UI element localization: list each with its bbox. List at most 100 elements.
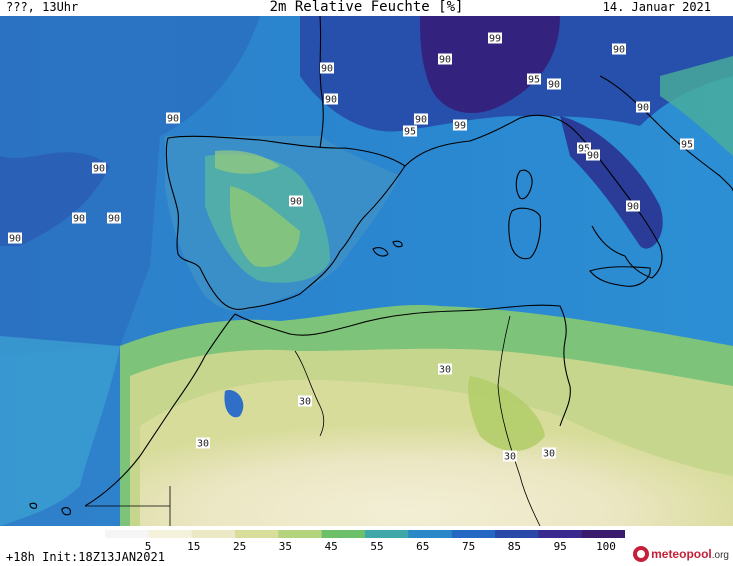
color-scale-segment (581, 530, 625, 538)
svg-text:90: 90 (627, 202, 639, 213)
contour-label-90: 90 (72, 212, 86, 225)
coastlines (29, 16, 733, 526)
color-scale-segment (408, 530, 453, 538)
tunisia-algeria-band (468, 376, 545, 451)
svg-text:90: 90 (548, 80, 560, 91)
contour-label-99: 99 (488, 32, 502, 45)
contour-label-90: 90 (92, 162, 106, 175)
color-scale-segment (148, 530, 193, 538)
color-scale-bar (105, 530, 625, 538)
contour-label-90: 90 (166, 112, 180, 125)
color-scale-tick-label: 100 (596, 540, 616, 553)
iberia-north-dry (215, 150, 280, 174)
contour-label-95: 95 (680, 138, 694, 151)
svg-text:30: 30 (197, 439, 209, 450)
init-time-label: +18h Init:18Z13JAN2021 (6, 550, 165, 564)
svg-text:95: 95 (404, 127, 416, 138)
color-scale-segment (235, 530, 279, 538)
color-scale-tick-label: 35 (278, 540, 293, 553)
svg-text:90: 90 (637, 103, 649, 114)
balkan-green-zone (660, 56, 733, 156)
svg-text:90: 90 (167, 114, 179, 125)
color-scale-segment (495, 530, 539, 538)
svg-text:90: 90 (290, 197, 302, 208)
legend-footer: 5 15 25 35 45 55 65 75 85 95 100 +18h Init:18Z13JA… (0, 526, 733, 566)
color-scale-tick-label: 85 (507, 540, 522, 553)
color-scale-segment (105, 530, 149, 538)
contour-label-90: 90 (626, 200, 640, 213)
meteopool-logo[interactable]: meteopool.org (633, 544, 729, 564)
color-scale-tick-label: 15 (187, 540, 201, 553)
svg-text:30: 30 (299, 397, 311, 408)
svg-text:90: 90 (9, 234, 21, 245)
color-scale-arrow-right (613, 530, 625, 538)
svg-text:90: 90 (93, 164, 105, 175)
svg-text:30: 30 (504, 452, 516, 463)
atlas-moist-spot (224, 390, 244, 418)
svg-text:90: 90 (415, 115, 427, 126)
svg-text:90: 90 (439, 55, 451, 66)
color-scale-segment (365, 530, 409, 538)
map-header: ???, 13Uhr 2m Relative Feuchte [%] 14. J… (0, 0, 733, 16)
color-scale-tick-label: 95 (553, 540, 567, 553)
contour-label-30: 30 (542, 447, 556, 460)
logo-suffix-text: .org (711, 550, 729, 561)
contour-label-90: 90 (547, 78, 561, 91)
color-scale-tick-label: 75 (461, 540, 476, 553)
svg-text:90: 90 (108, 214, 120, 225)
color-scale-tick-label: 5 (144, 540, 152, 553)
contour-label-30: 30 (503, 450, 517, 463)
color-scale-arrow-left (105, 530, 117, 538)
contour-label-30: 30 (298, 395, 312, 408)
contour-label-90: 90 (8, 232, 22, 245)
forecast-time-label: ???, 13Uhr (6, 0, 79, 14)
color-scale-labels: 5 15 25 35 45 55 65 75 85 95 100 (0, 540, 733, 554)
contour-label-90: 90 (612, 43, 626, 56)
contour-label-90: 90 (289, 195, 303, 208)
valid-date: 14. Januar 2021 (602, 0, 711, 14)
meteopool-logo-icon (633, 546, 650, 562)
color-scale-tick-label: 25 (232, 540, 247, 553)
color-scale-tick-label: 45 (324, 540, 338, 553)
color-scale-segment (278, 530, 323, 538)
svg-text:99: 99 (454, 121, 466, 132)
contour-label-95: 95 (527, 73, 541, 86)
svg-text:95: 95 (578, 144, 590, 155)
humidity-map: 99 90 90 90 95 90 90 90 90 90 95 99 95 95 90 90 90 90 90 90… (0, 16, 733, 526)
svg-text:30: 30 (543, 449, 555, 460)
svg-text:90: 90 (587, 151, 599, 162)
sahara-dry-zone (140, 379, 733, 526)
alps-saturated-zone (420, 16, 560, 114)
atlantic-high-band (0, 152, 110, 246)
color-scale-segment (191, 530, 236, 538)
svg-text:90: 90 (613, 45, 625, 56)
color-scale-segment (321, 530, 366, 538)
contour-label-99: 99 (453, 119, 467, 132)
iberia-central-dry (230, 186, 300, 267)
contour-label-90: 90 (107, 212, 121, 225)
contour-label-90: 90 (636, 101, 650, 114)
color-scale-tick-label: 55 (370, 540, 384, 553)
svg-text:90: 90 (321, 64, 333, 75)
contour-label-95: 95 (403, 125, 417, 138)
color-scale-segment (538, 530, 583, 538)
contour-label-90: 90 (324, 93, 338, 106)
contour-label-90: 90 (586, 149, 600, 162)
svg-text:90: 90 (73, 214, 85, 225)
logo-main-text: meteopool (651, 547, 712, 561)
contour-label-95: 95 (577, 142, 591, 155)
svg-text:30: 30 (439, 365, 451, 376)
atlantic-south (0, 336, 120, 526)
contour-label-30: 30 (438, 363, 452, 376)
color-scale-segment (451, 530, 496, 538)
contour-label-90: 90 (320, 62, 334, 75)
svg-text:95: 95 (681, 140, 693, 151)
contour-label-90: 90 (438, 53, 452, 66)
svg-text:99: 99 (489, 34, 501, 45)
color-scale-tick-label: 65 (416, 540, 430, 553)
svg-text:90: 90 (325, 95, 337, 106)
map-title: 2m Relative Feuchte [%] (269, 0, 464, 15)
atlantic-moist-band (0, 16, 260, 356)
